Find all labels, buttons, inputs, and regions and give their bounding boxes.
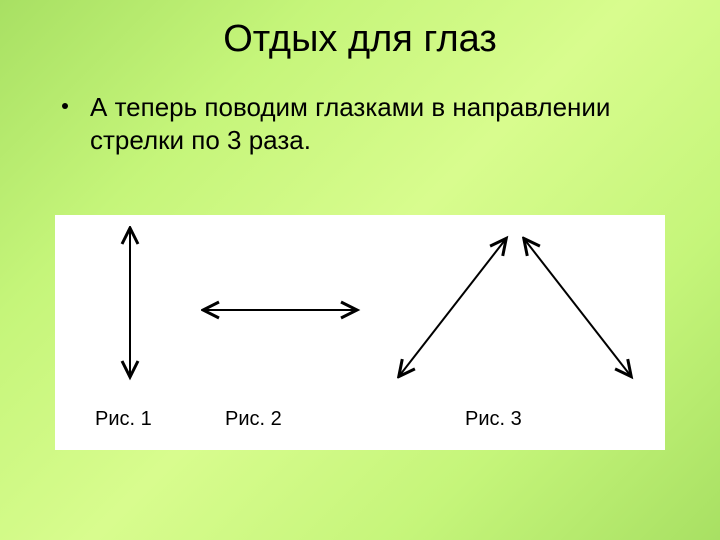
bullet-icon (62, 103, 68, 109)
label-fig1: Рис. 1 (95, 408, 152, 430)
slide: Отдых для глаз А теперь поводим глазками… (0, 0, 720, 540)
body-text: А теперь поводим глазками в направлении … (90, 92, 610, 155)
label-fig2: Рис. 2 (225, 408, 282, 430)
arrow-fig3b (525, 240, 630, 375)
arrows-diagram: Рис. 1 Рис. 2 Рис. 3 (55, 215, 665, 450)
label-fig3a: Рис. 3 (465, 408, 522, 430)
slide-title: Отдых для глаз (0, 0, 720, 61)
body-text-block: А теперь поводим глазками в направлении … (0, 61, 720, 156)
diagram-panel: Рис. 1 Рис. 2 Рис. 3 (55, 215, 665, 450)
arrow-fig3a (400, 240, 505, 375)
